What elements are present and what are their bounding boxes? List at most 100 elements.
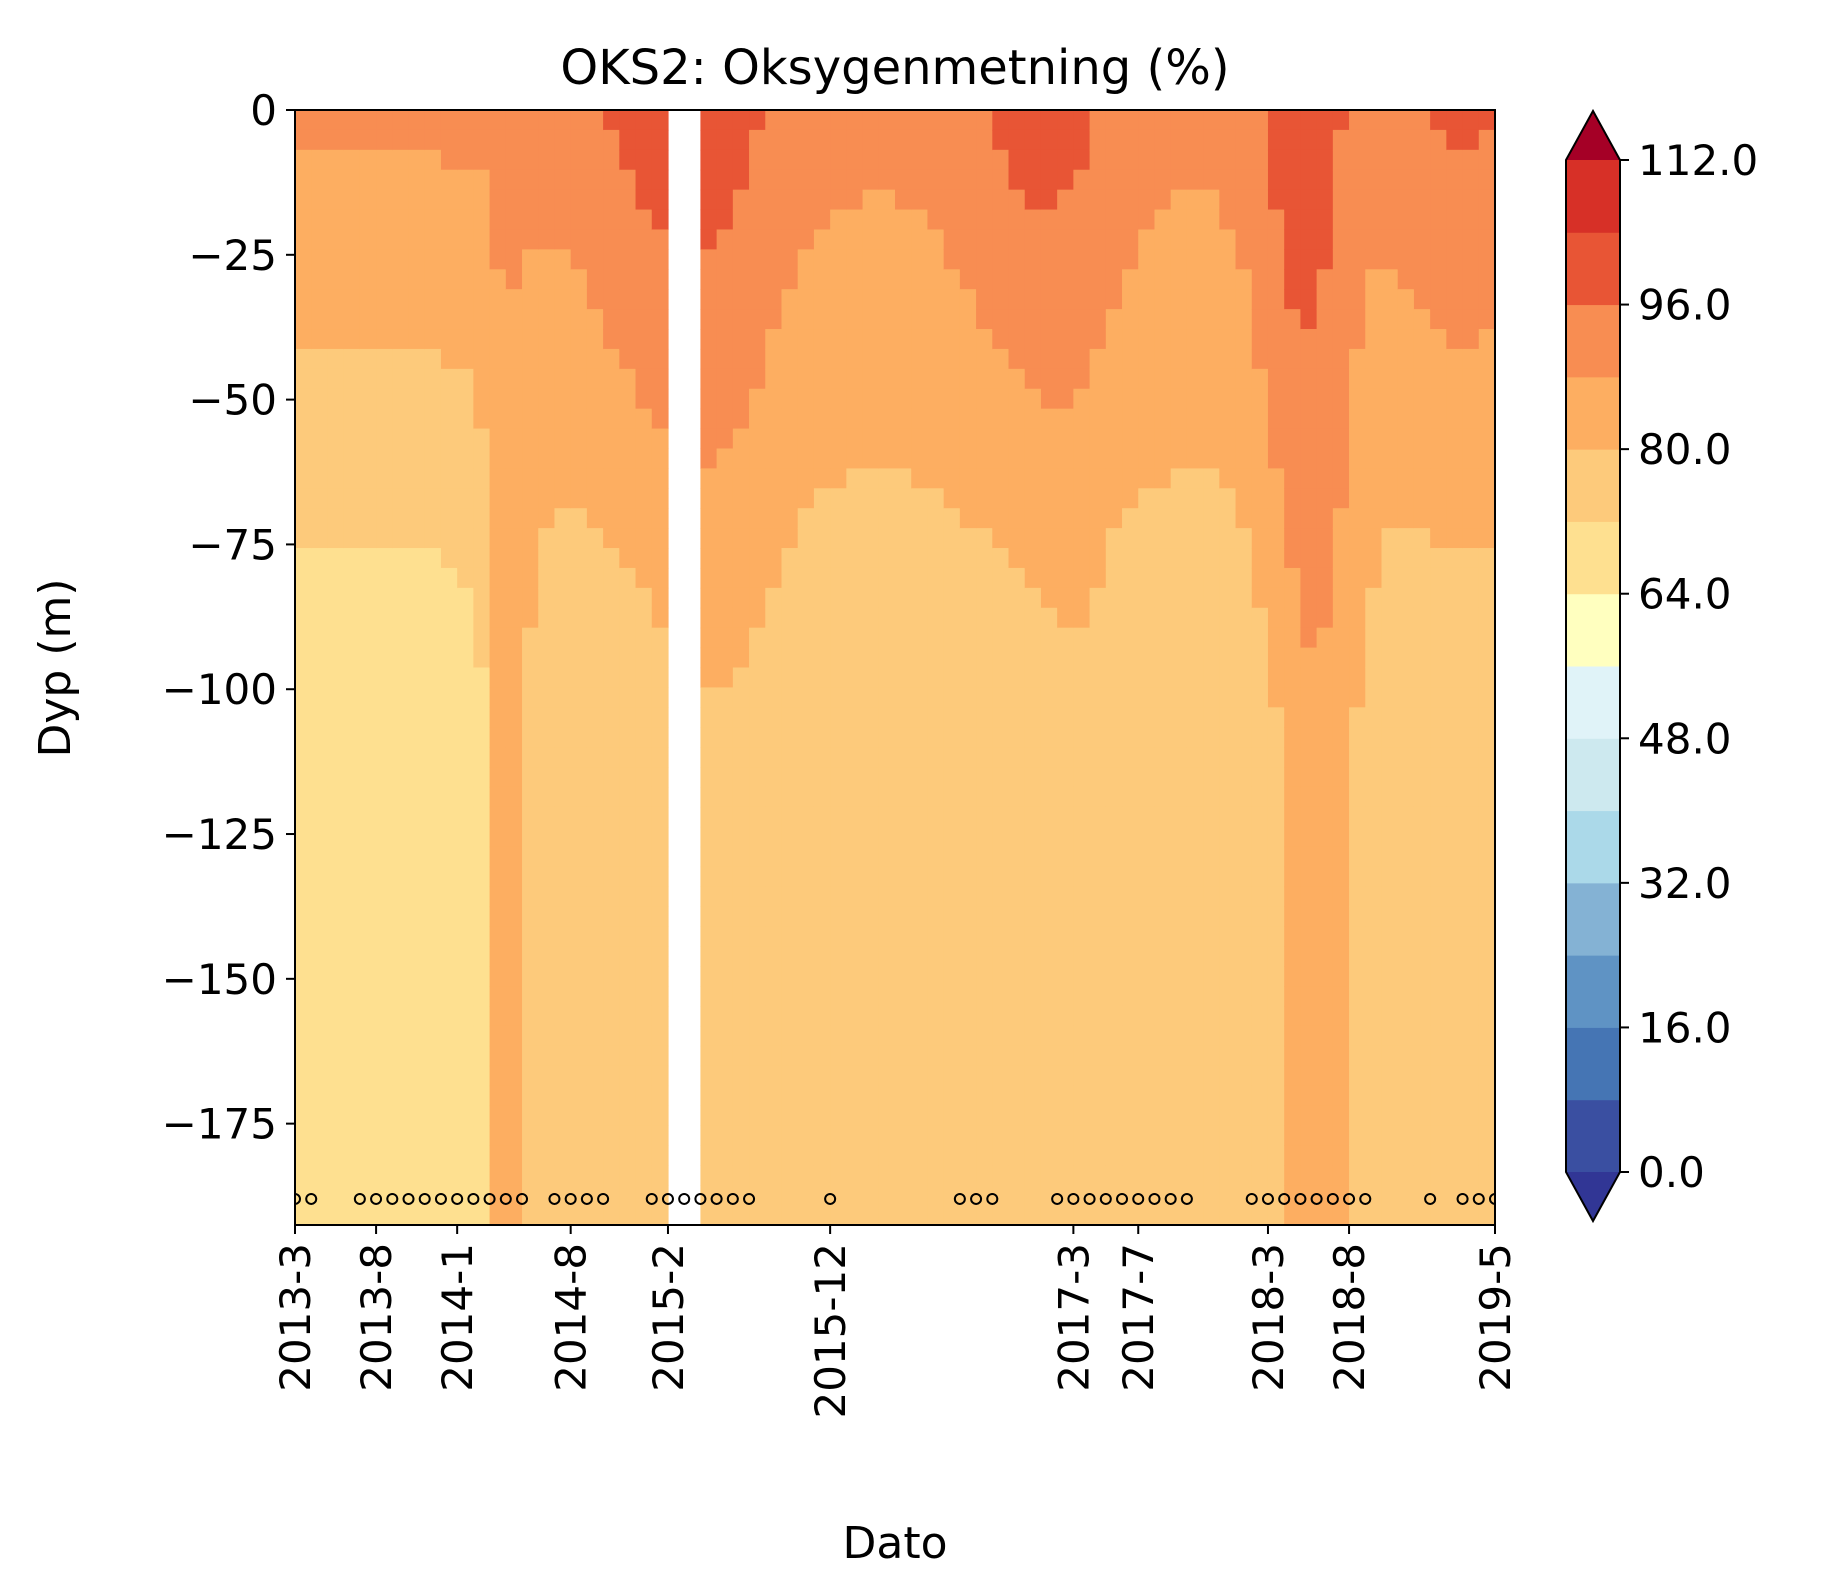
contour-cell [327,1005,345,1027]
contour-cell [1170,607,1188,629]
contour-cell [1138,1145,1156,1166]
contour-cell [1235,309,1253,330]
contour-cell [927,826,945,848]
contour-cell [781,169,799,191]
contour-cell [943,1205,961,1225]
contour-cell [505,1025,523,1047]
contour-cell [1122,209,1139,231]
contour-cell [959,289,977,310]
contour-cell [1024,786,1042,808]
contour-cell [311,767,329,788]
contour-cell [1040,1005,1058,1027]
contour-cell [927,866,945,888]
contour-cell [1138,607,1156,629]
contour-cell [424,129,442,151]
contour-cell [1267,886,1285,908]
contour-cell [1300,567,1318,589]
contour-cell [489,309,507,330]
contour-cell [457,767,474,788]
contour-cell [1413,1065,1431,1087]
contour-cell [522,1025,539,1047]
contour-cell [959,647,977,669]
contour-cell [797,587,815,609]
contour-cell [327,1085,345,1107]
colorbar-band [1566,160,1620,233]
contour-cell [813,329,831,350]
contour-cell [813,1205,831,1225]
contour-cell [651,468,669,489]
contour-cell [1349,149,1366,171]
contour-cell [1300,388,1318,410]
contour-cell [797,846,815,868]
contour-cell [1170,1065,1188,1087]
contour-cell [1397,149,1415,171]
contour-cell [651,587,669,609]
contour-cell [749,786,766,808]
contour-cell [1008,1045,1026,1067]
contour-cell [1413,1185,1431,1206]
contour-cell [327,707,345,728]
contour-cell [1235,269,1253,290]
contour-cell [1073,309,1091,330]
contour-cell [1057,1205,1074,1225]
contour-cell [1024,1005,1042,1027]
contour-cell [927,1205,945,1225]
contour-cell [846,1165,864,1186]
contour-cell [1349,1005,1366,1027]
contour-cell [797,806,815,828]
contour-cell [1413,707,1431,728]
contour-cell [943,368,961,390]
contour-cell [359,926,377,947]
contour-cell [749,169,766,191]
contour-cell [359,906,377,927]
contour-cell [376,687,393,708]
contour-cell [473,1125,491,1146]
contour-cell [749,129,766,151]
contour-cell [1251,707,1269,728]
contour-cell [1349,667,1366,689]
contour-cell [862,229,880,250]
contour-cell [797,567,815,589]
contour-cell [911,966,929,987]
contour-cell [1397,806,1415,828]
contour-cell [554,826,572,848]
contour-cell [732,169,750,191]
contour-cell [862,747,880,768]
contour-cell [700,408,718,430]
contour-cell [1073,448,1091,469]
contour-cell [1154,1125,1172,1146]
contour-cell [343,548,361,569]
contour-cell [570,747,588,768]
contour-cell [554,468,572,489]
contour-cell [1462,826,1480,848]
contour-cell [1089,388,1107,410]
contour-cell [1154,488,1172,509]
contour-cell [797,1065,815,1087]
contour-cell [1024,747,1042,768]
contour-cell [376,408,393,430]
contour-cell [1024,448,1042,469]
contour-cell [862,289,880,310]
contour-cell [1235,368,1253,390]
contour-cell [1267,587,1285,609]
sample-marker [516,1192,529,1205]
contour-cell [813,289,831,310]
contour-cell [895,249,912,270]
contour-cell [1397,1205,1415,1225]
contour-cell [813,687,831,708]
contour-cell [1219,309,1237,330]
contour-cell [538,946,556,967]
contour-cell [1446,468,1464,489]
contour-cell [976,149,993,171]
contour-cell [1316,667,1334,689]
contour-cell [1203,388,1220,410]
contour-cell [1105,846,1123,868]
contour-cell [1349,866,1366,888]
contour-cell [943,587,961,609]
contour-cell [1300,926,1318,947]
contour-cell [1170,368,1188,390]
contour-cell [1122,528,1139,549]
contour-cell [343,388,361,410]
contour-cell [1267,986,1285,1007]
contour-cell [440,1165,458,1186]
